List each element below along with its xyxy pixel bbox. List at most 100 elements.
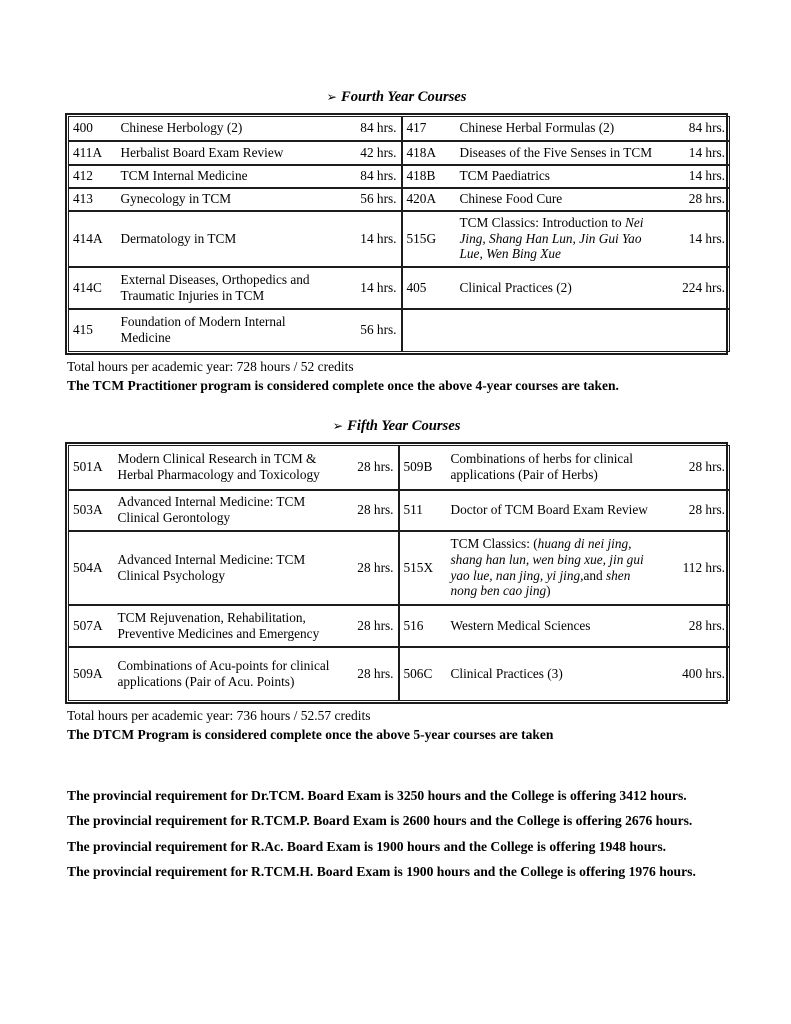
program-note: The DTCM Program is considered complete … <box>67 727 554 742</box>
course-title: Western Medical Sciences <box>446 603 652 647</box>
program-note: The TCM Practitioner program is consider… <box>67 378 619 393</box>
course-hours: 84 hrs. <box>360 120 397 136</box>
table-row: 415 Foundation of Modern Internal Medici… <box>68 307 730 352</box>
course-code: 405 <box>400 265 456 309</box>
requirement-paragraph: The provincial requirement for Dr.TCM. B… <box>67 788 687 803</box>
course-title: Clinical Practices (3) <box>446 645 652 701</box>
course-code: 515X <box>397 529 447 605</box>
course-title: Chinese Herbal Formulas (2) <box>459 120 615 136</box>
course-title: Chinese Herbology (2) <box>120 120 243 136</box>
course-title: External Diseases, Orthopedics and Traum… <box>116 265 332 309</box>
section-heading-fifth-year: ➢ Fifth Year Courses <box>65 418 728 435</box>
table-row: 412 TCM Internal Medicine 84 hrs. 418B T… <box>68 163 730 188</box>
course-hours: 28 hrs. <box>651 603 730 647</box>
course-title: Combinations of herbs for clinical appli… <box>450 451 633 483</box>
table-row: 400 Chinese Herbology (2) 84 hrs. 417 Ch… <box>69 116 730 141</box>
course-hours: 28 hrs. <box>688 459 725 475</box>
course-hours: 14 hrs. <box>657 139 730 165</box>
course-title: Diseases of the Five Senses in TCM <box>455 139 658 165</box>
course-title: TCM Paediatrics <box>455 163 658 188</box>
course-hours: 14 hrs. <box>657 209 730 267</box>
course-code: 511 <box>397 488 447 531</box>
course-hours: 28 hrs. <box>333 488 399 531</box>
course-title: Clinical Practices (2) <box>455 265 658 309</box>
course-title: TCM Classics: (huang di nei jing, shang … <box>446 529 652 605</box>
course-code: 507A <box>68 603 114 647</box>
section-heading-fourth-year: ➢ Fourth Year Courses <box>65 89 728 106</box>
fifth-year-table: 501A Modern Clinical Research in TCM & H… <box>65 442 730 704</box>
course-code: 504A <box>68 529 114 605</box>
course-title: Gynecology in TCM <box>116 186 332 211</box>
course-title: Doctor of TCM Board Exam Review <box>446 488 652 531</box>
course-hours: 112 hrs. <box>651 529 730 605</box>
course-code: 418B <box>400 163 456 188</box>
course-hours: 28 hrs. <box>333 603 399 647</box>
course-title: Advanced Internal Medicine: TCM Clinical… <box>113 488 334 531</box>
course-hours: 400 hrs. <box>651 645 730 701</box>
table-row: 509A Combinations of Acu-points for clin… <box>68 645 730 701</box>
course-code <box>400 307 456 352</box>
course-code: 400 <box>73 120 93 136</box>
course-hours: 28 hrs. <box>651 488 730 531</box>
course-hours <box>657 307 730 352</box>
arrow-bullet-icon: ➢ <box>332 418 344 433</box>
course-title: Dermatology in TCM <box>116 209 332 267</box>
course-code: 506C <box>397 645 447 701</box>
course-code: 509A <box>68 645 114 701</box>
course-code: 501A <box>73 459 103 475</box>
course-title <box>455 307 658 352</box>
requirement-paragraph: The provincial requirement for R.TCM.H. … <box>67 863 696 879</box>
requirement-paragraph: The provincial requirement for R.Ac. Boa… <box>67 838 667 854</box>
course-hours: 56 hrs. <box>331 186 402 211</box>
course-code: 509B <box>397 445 447 490</box>
table-row: 414A Dermatology in TCM 14 hrs. 515G TCM… <box>68 209 730 267</box>
course-hours: 28 hrs. <box>357 459 394 475</box>
section-heading-text: Fifth Year Courses <box>347 418 461 434</box>
course-hours: 42 hrs. <box>331 139 402 165</box>
total-hours-line: Total hours per academic year: 728 hours… <box>67 359 354 374</box>
course-title: TCM Classics: Introduction to Nei Jing, … <box>455 209 658 267</box>
course-code: 515G <box>400 209 456 267</box>
course-hours: 56 hrs. <box>331 307 402 352</box>
course-code: 414C <box>68 265 117 309</box>
course-hours: 28 hrs. <box>333 529 399 605</box>
arrow-bullet-icon: ➢ <box>326 89 338 104</box>
course-code: 503A <box>68 488 114 531</box>
course-title: Combinations of Acu-points for clinical … <box>113 645 334 701</box>
course-code: 412 <box>68 163 117 188</box>
course-code: 417 <box>400 116 456 141</box>
course-code: 516 <box>397 603 447 647</box>
document-page: ➢ Fourth Year Courses 400 Chinese Herbolo… <box>65 89 730 879</box>
course-code: 418A <box>400 139 456 165</box>
course-code: 420A <box>400 186 456 211</box>
course-hours: 14 hrs. <box>657 163 730 188</box>
course-title: Foundation of Modern Internal Medicine <box>116 307 332 352</box>
course-title: Herbalist Board Exam Review <box>116 139 332 165</box>
table-row: 411A Herbalist Board Exam Review 42 hrs.… <box>68 139 730 165</box>
course-title: TCM Internal Medicine <box>116 163 332 188</box>
course-title: Chinese Food Cure <box>455 186 658 211</box>
course-code: 413 <box>68 186 117 211</box>
table-row: 414C External Diseases, Orthopedics and … <box>68 265 730 309</box>
course-hours: 84 hrs. <box>331 163 402 188</box>
course-hours: 84 hrs. <box>688 120 725 136</box>
course-code: 411A <box>68 139 117 165</box>
fourth-year-table: 400 Chinese Herbology (2) 84 hrs. 417 Ch… <box>65 113 730 355</box>
requirement-paragraph: The provincial requirement for R.TCM.P. … <box>67 813 693 829</box>
course-hours: 28 hrs. <box>333 645 399 701</box>
course-code: 415 <box>68 307 117 352</box>
course-hours: 224 hrs. <box>657 265 730 309</box>
total-hours-line: Total hours per academic year: 736 hours… <box>67 708 371 723</box>
course-title: Advanced Internal Medicine: TCM Clinical… <box>113 529 334 605</box>
table-row: 501A Modern Clinical Research in TCM & H… <box>69 445 730 490</box>
course-title: Modern Clinical Research in TCM & Herbal… <box>117 451 320 483</box>
table-row: 413 Gynecology in TCM 56 hrs. 420A Chine… <box>68 186 730 211</box>
course-title: TCM Rejuvenation, Rehabilitation, Preven… <box>113 603 334 647</box>
course-hours: 14 hrs. <box>331 209 402 267</box>
course-hours: 28 hrs. <box>657 186 730 211</box>
course-code: 414A <box>68 209 117 267</box>
table-row: 503A Advanced Internal Medicine: TCM Cli… <box>68 488 730 531</box>
table-row: 504A Advanced Internal Medicine: TCM Cli… <box>68 529 730 605</box>
provincial-requirements: The provincial requirement for Dr.TCM. B… <box>65 788 728 879</box>
table-row: 507A TCM Rejuvenation, Rehabilitation, P… <box>68 603 730 647</box>
